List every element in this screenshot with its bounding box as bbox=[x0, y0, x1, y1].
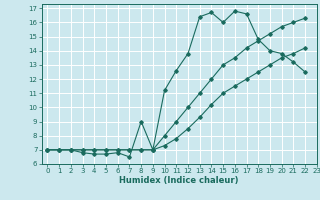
X-axis label: Humidex (Indice chaleur): Humidex (Indice chaleur) bbox=[119, 176, 239, 185]
